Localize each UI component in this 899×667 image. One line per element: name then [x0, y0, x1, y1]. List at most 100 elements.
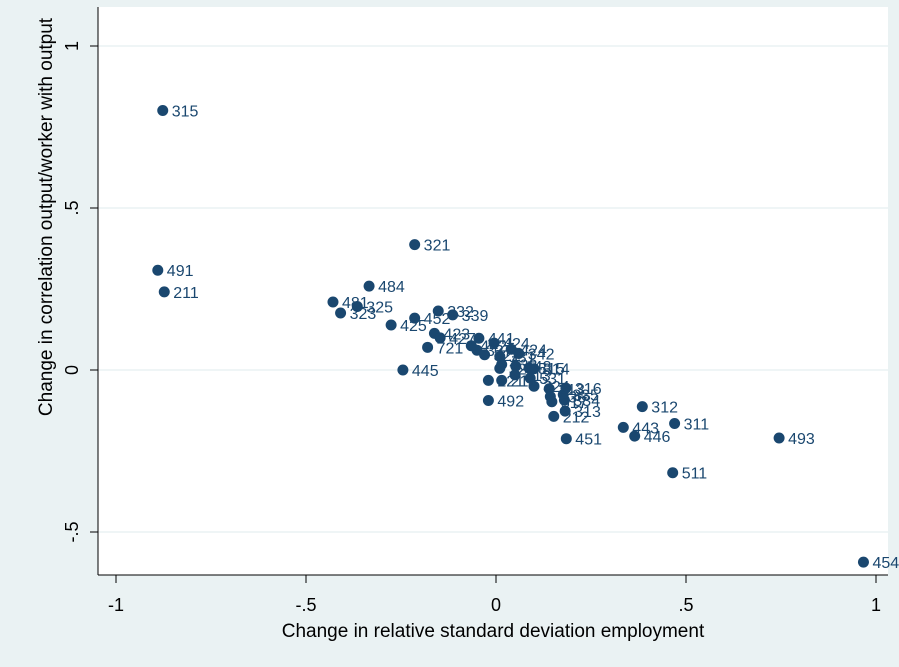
point-label: 312: [651, 400, 678, 417]
y-tick-label: .5: [62, 200, 82, 215]
data-point: [559, 405, 571, 417]
data-point: [528, 363, 540, 375]
data-point: [363, 280, 375, 292]
point-label: 315: [172, 103, 199, 120]
gridlines: [98, 45, 888, 533]
data-point: [409, 312, 421, 324]
point-label: 517: [561, 395, 588, 412]
data-point: [560, 433, 572, 445]
data-point: [479, 349, 491, 361]
data-point: [528, 380, 540, 392]
data-point: [409, 239, 421, 251]
data-point: [496, 374, 508, 386]
point-label: 327: [486, 343, 513, 360]
point-label: 332: [447, 304, 474, 321]
data-point: [558, 394, 570, 406]
data-point: [857, 556, 869, 568]
data-point: [482, 394, 494, 406]
point-label: 313: [574, 404, 601, 421]
point-label: 446: [644, 429, 671, 446]
point-label: 342: [528, 346, 555, 363]
point-label: 334: [573, 393, 600, 410]
data-point: [667, 467, 679, 479]
data-point: [669, 417, 681, 429]
data-point: [509, 369, 521, 381]
point-label: 481: [342, 295, 369, 312]
point-label: 451: [575, 432, 602, 449]
point-label: 322: [494, 348, 521, 365]
data-point: [157, 104, 169, 116]
data-point: [327, 296, 339, 308]
data-point: [488, 337, 500, 349]
data-point: [546, 396, 558, 408]
point-label: 492: [497, 393, 524, 410]
data-point: [494, 362, 506, 374]
point-label: 511: [682, 466, 708, 483]
point-label: 333: [511, 357, 538, 374]
y-axis-title: Change in correlation output/worker with…: [36, 17, 57, 416]
point-label: 311: [684, 416, 710, 433]
point-label: 531: [539, 371, 566, 388]
point-label: 316: [575, 381, 602, 398]
data-point: [397, 364, 409, 376]
axes: -.5 0 .5 1 -1 -.5 0 .5 1: [62, 7, 888, 615]
data-point: [447, 309, 459, 321]
point-label: 424: [503, 336, 530, 353]
x-tick-label: -.5: [295, 595, 316, 615]
data-point: [335, 307, 347, 319]
point-label: 423: [443, 326, 470, 343]
point-label: 323: [350, 306, 377, 323]
point-label: 443: [632, 420, 659, 437]
point-label: 448: [525, 359, 552, 376]
point-label: 484: [378, 279, 405, 296]
point-label: 445: [412, 363, 439, 380]
data-point: [158, 286, 170, 298]
data-point: [432, 305, 444, 317]
point-label: 321: [424, 238, 451, 255]
x-axis-title: Change in relative standard deviation em…: [282, 621, 705, 642]
data-point: [473, 332, 485, 344]
point-label: 326: [509, 361, 536, 378]
point-label: 441: [488, 331, 515, 348]
point-label: 452: [424, 311, 451, 328]
x-tick-label: -1: [108, 595, 124, 615]
point-label: 454: [872, 555, 899, 572]
point-label: 442: [480, 339, 507, 356]
point-label: 324: [543, 379, 570, 396]
point-label: 213: [558, 382, 585, 399]
data-point: [548, 410, 560, 422]
point-label: 211: [173, 285, 199, 302]
point-label: 335: [572, 388, 599, 405]
data-point: [510, 360, 522, 372]
data-point: [434, 332, 446, 344]
point-label: 721: [437, 340, 464, 357]
point-label: 221: [497, 373, 524, 390]
point-label: 425: [400, 318, 427, 335]
y-tick-label: 1: [62, 41, 82, 51]
point-label: 427: [449, 331, 476, 348]
data-point: [636, 401, 648, 413]
point-label: 211: [511, 373, 537, 390]
point-label: 336: [559, 390, 586, 407]
data-point: [617, 421, 629, 433]
data-point: [385, 319, 397, 331]
point-label: 339: [462, 308, 489, 325]
point-label: 491: [167, 263, 194, 280]
point-label: 493: [788, 431, 815, 448]
data-point: [422, 341, 434, 353]
data-point: [482, 374, 494, 386]
data-point: [629, 430, 641, 442]
data-point: [351, 300, 363, 312]
point-label: 313: [524, 368, 551, 385]
data-points: [152, 104, 869, 568]
point-label: 331: [509, 349, 536, 366]
x-tick-label: 0: [491, 595, 501, 615]
data-point: [152, 264, 164, 276]
point-label: 515: [538, 361, 565, 378]
y-tick-label: -.5: [62, 521, 82, 542]
point-label: 325: [366, 299, 393, 316]
point-label: 424: [520, 342, 547, 359]
